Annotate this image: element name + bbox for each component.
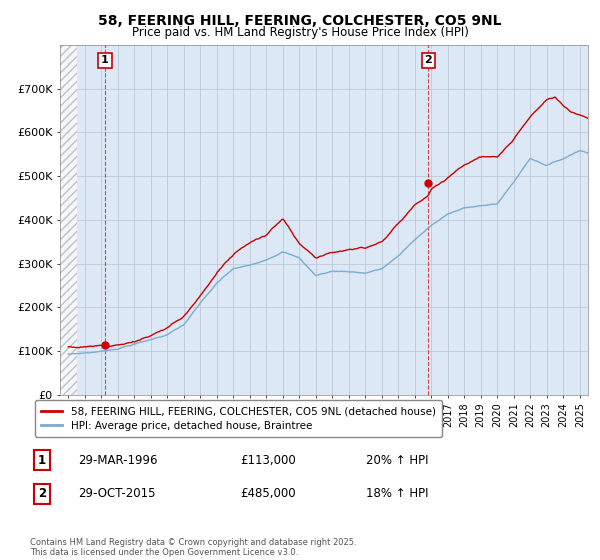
Legend: 58, FEERING HILL, FEERING, COLCHESTER, CO5 9NL (detached house), HPI: Average pr: 58, FEERING HILL, FEERING, COLCHESTER, C… [35,400,442,437]
Text: 29-OCT-2015: 29-OCT-2015 [78,487,155,501]
Text: Contains HM Land Registry data © Crown copyright and database right 2025.
This d: Contains HM Land Registry data © Crown c… [30,538,356,557]
Text: 1: 1 [101,55,109,66]
Text: 2: 2 [425,55,433,66]
Bar [60,45,77,395]
Bar [60,45,77,395]
Text: 18% ↑ HPI: 18% ↑ HPI [366,487,428,501]
Text: 58, FEERING HILL, FEERING, COLCHESTER, CO5 9NL: 58, FEERING HILL, FEERING, COLCHESTER, C… [98,14,502,28]
Text: 29-MAR-1996: 29-MAR-1996 [78,454,157,467]
Text: £485,000: £485,000 [240,487,296,501]
Text: £113,000: £113,000 [240,454,296,467]
Text: Price paid vs. HM Land Registry's House Price Index (HPI): Price paid vs. HM Land Registry's House … [131,26,469,39]
Text: 1: 1 [38,454,46,467]
Text: 20% ↑ HPI: 20% ↑ HPI [366,454,428,467]
Text: 2: 2 [38,487,46,501]
